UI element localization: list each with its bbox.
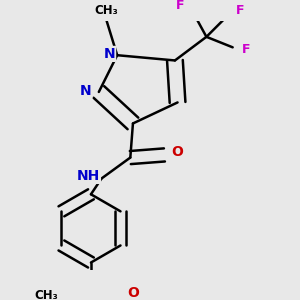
Text: F: F [176, 0, 184, 12]
Text: CH₃: CH₃ [34, 289, 58, 300]
Text: CH₃: CH₃ [95, 4, 118, 17]
Text: NH: NH [77, 169, 100, 183]
Text: F: F [242, 44, 250, 56]
Text: O: O [127, 286, 139, 300]
Text: O: O [172, 145, 184, 159]
Text: N: N [80, 84, 92, 98]
Text: F: F [236, 4, 245, 17]
Text: N: N [103, 47, 115, 61]
